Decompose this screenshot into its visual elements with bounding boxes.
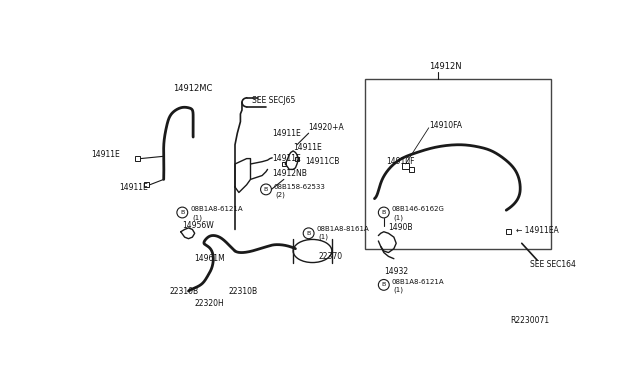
- Text: 14961M: 14961M: [195, 254, 225, 263]
- Text: (1): (1): [394, 215, 404, 221]
- Text: 14911E: 14911E: [272, 154, 301, 163]
- Text: 14912MC: 14912MC: [173, 84, 212, 93]
- Text: 22370: 22370: [319, 252, 343, 261]
- Text: SEE SECJ65: SEE SECJ65: [252, 96, 296, 105]
- Text: 08B158-62533: 08B158-62533: [274, 184, 326, 190]
- Text: B: B: [180, 210, 184, 215]
- Text: 14912NB: 14912NB: [272, 170, 307, 179]
- Text: SEE SEC164: SEE SEC164: [529, 260, 575, 269]
- Text: 14911E: 14911E: [119, 183, 147, 192]
- Text: 14910F: 14910F: [386, 157, 415, 166]
- Text: 1490B: 1490B: [388, 224, 413, 232]
- Text: (1): (1): [319, 234, 329, 240]
- Text: B: B: [264, 187, 268, 192]
- Text: 22310B: 22310B: [229, 286, 258, 295]
- Text: 08B146-6162G: 08B146-6162G: [392, 206, 444, 212]
- Text: 14911E: 14911E: [92, 150, 120, 159]
- Text: B: B: [381, 282, 386, 288]
- Bar: [295, 157, 299, 161]
- Bar: [365, 79, 551, 249]
- Text: 14910FA: 14910FA: [429, 121, 461, 130]
- Text: 08B1A8-8161A: 08B1A8-8161A: [316, 227, 369, 232]
- Text: (1): (1): [193, 215, 202, 221]
- Text: 22320H: 22320H: [195, 299, 225, 308]
- Text: (1): (1): [394, 286, 404, 293]
- Bar: [506, 230, 511, 234]
- Text: R2230071: R2230071: [510, 316, 549, 325]
- Text: 14911E: 14911E: [272, 129, 301, 138]
- Bar: [282, 162, 286, 166]
- Text: 14911CB: 14911CB: [305, 157, 339, 166]
- Text: 14956W: 14956W: [182, 221, 214, 230]
- Text: 22310B: 22310B: [169, 286, 198, 295]
- Bar: [135, 156, 140, 161]
- Text: 08B1A8-6121A: 08B1A8-6121A: [392, 279, 444, 285]
- Text: 14932: 14932: [384, 267, 408, 276]
- Text: 14911E: 14911E: [293, 142, 322, 151]
- Bar: [403, 163, 408, 169]
- Text: (2): (2): [275, 192, 285, 198]
- Text: 08B1A8-6121A: 08B1A8-6121A: [190, 206, 243, 212]
- Text: B: B: [307, 231, 311, 236]
- Text: ← 14911EA: ← 14911EA: [516, 227, 558, 235]
- Bar: [145, 183, 149, 187]
- Text: 14912N: 14912N: [429, 62, 461, 71]
- Text: B: B: [381, 210, 386, 215]
- Text: 14920+A: 14920+A: [308, 123, 344, 132]
- Bar: [410, 167, 414, 172]
